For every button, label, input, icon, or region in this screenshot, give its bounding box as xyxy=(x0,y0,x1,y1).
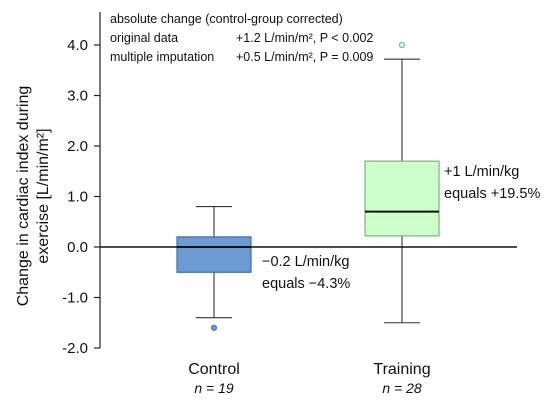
y-tick-label: 3.0 xyxy=(67,88,88,105)
stats-imputation-label: multiple imputation xyxy=(110,50,214,64)
control-box xyxy=(176,236,252,273)
y-tick-label: -1.0 xyxy=(62,290,88,307)
y-axis-label-line1: Change in cardiac index during xyxy=(15,86,32,307)
stats-original-value: +1.2 L/min/m², P < 0.002 xyxy=(236,31,373,45)
y-tick-label: 1.0 xyxy=(67,189,88,206)
stats-header: absolute change (control-group corrected… xyxy=(110,12,343,26)
y-axis-label-line2: exercise [L/min/m²] xyxy=(35,128,52,263)
control-annotation-line2: equals −4.3% xyxy=(262,276,350,292)
n-label-training: n = 28 xyxy=(382,380,422,396)
training-outlier-point xyxy=(398,41,406,49)
n-label-control: n = 19 xyxy=(194,380,234,396)
training-box xyxy=(364,160,440,237)
control-outlier-point xyxy=(210,324,218,331)
y-tick-label: 0.0 xyxy=(67,239,88,256)
stats-imputation-value: +0.5 L/min/m², P = 0.009 xyxy=(236,50,373,64)
category-label-control: Control xyxy=(188,361,240,378)
y-tick-label: -2.0 xyxy=(62,340,88,357)
stats-original-label: original data xyxy=(110,31,178,45)
training-annotation-line2: equals +19.5% xyxy=(444,186,540,202)
training-annotation-line1: +1 L/min/kg xyxy=(444,164,519,180)
y-tick-label: 4.0 xyxy=(67,37,88,54)
control-annotation-line1: −0.2 L/min/kg xyxy=(262,254,349,270)
y-tick-label: 2.0 xyxy=(67,138,88,155)
category-label-training: Training xyxy=(373,361,430,378)
